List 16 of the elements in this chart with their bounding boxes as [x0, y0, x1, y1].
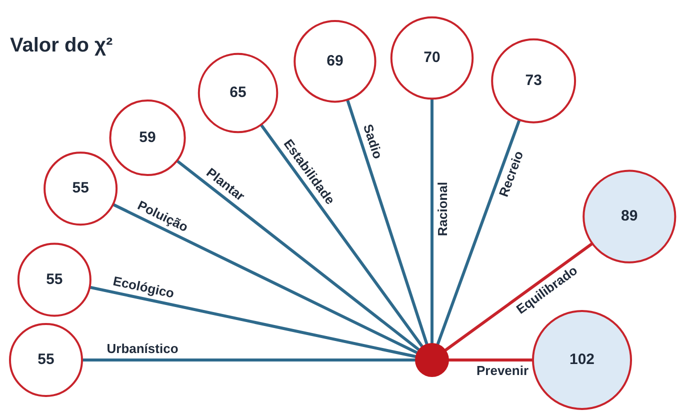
data-label: 69: [326, 52, 344, 70]
category-label: Urbanístico: [106, 341, 178, 356]
data-label: 55: [46, 270, 63, 288]
data-label: 89: [621, 208, 638, 225]
category-label: Ecológico: [112, 273, 176, 301]
data-label: 65: [230, 84, 246, 102]
category-label: Racional: [435, 182, 450, 236]
data-label: 55: [38, 351, 54, 368]
data-label: 59: [139, 128, 156, 146]
data-label: 70: [424, 49, 440, 66]
data-label: 102: [569, 351, 595, 368]
category-label: Prevenir: [476, 363, 529, 378]
category-label: Sadio: [360, 122, 386, 161]
text: Valor do χ²: [10, 34, 113, 57]
data-label: 55: [72, 180, 89, 197]
data-label: 73: [525, 72, 542, 90]
